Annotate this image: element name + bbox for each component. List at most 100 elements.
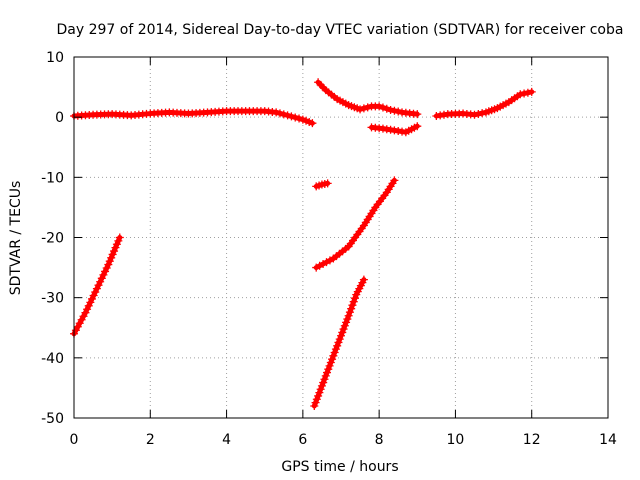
x-tick-label: 12 bbox=[523, 432, 541, 448]
data-point-marker bbox=[348, 301, 357, 310]
data-point-marker bbox=[326, 358, 335, 367]
data-point-marker bbox=[287, 112, 296, 121]
data-point-marker bbox=[84, 301, 93, 310]
data-point-marker bbox=[83, 305, 92, 314]
data-point-marker bbox=[315, 261, 324, 270]
data-point-marker bbox=[312, 263, 321, 272]
data-series bbox=[312, 179, 332, 191]
data-point-marker bbox=[275, 109, 284, 118]
data-point-marker bbox=[319, 259, 328, 268]
data-point-marker bbox=[94, 281, 103, 290]
x-tick-label: 10 bbox=[447, 432, 465, 448]
x-tick-label: 2 bbox=[146, 432, 155, 448]
data-point-marker bbox=[319, 378, 328, 387]
data-point-marker bbox=[344, 311, 353, 320]
data-point-marker bbox=[115, 233, 124, 242]
data-point-marker bbox=[345, 308, 354, 317]
data-point-marker bbox=[75, 319, 84, 328]
data-point-marker bbox=[340, 321, 349, 330]
data-point-marker bbox=[308, 119, 317, 128]
data-markers bbox=[70, 78, 536, 410]
data-point-marker bbox=[77, 315, 86, 324]
data-point-marker bbox=[110, 247, 119, 256]
data-series bbox=[310, 275, 368, 410]
y-tick-label: -40 bbox=[41, 351, 64, 367]
data-point-marker bbox=[92, 284, 101, 293]
data-point-marker bbox=[378, 103, 387, 112]
data-point-marker bbox=[333, 341, 342, 350]
data-point-marker bbox=[101, 267, 110, 276]
data-point-marker bbox=[71, 326, 80, 335]
data-point-marker bbox=[272, 108, 281, 117]
data-point-marker bbox=[291, 113, 300, 122]
data-point-marker bbox=[86, 298, 95, 307]
data-point-marker bbox=[328, 355, 337, 364]
data-point-marker bbox=[73, 322, 82, 331]
data-point-marker bbox=[347, 304, 356, 313]
data-point-marker bbox=[323, 368, 332, 377]
data-point-marker bbox=[321, 371, 330, 380]
data-point-marker bbox=[104, 260, 113, 269]
data-series bbox=[70, 107, 317, 128]
data-series bbox=[70, 233, 124, 338]
data-point-marker bbox=[520, 89, 529, 98]
data-point-marker bbox=[79, 312, 88, 321]
data-point-marker bbox=[413, 122, 422, 131]
data-point-marker bbox=[516, 90, 525, 99]
data-point-marker bbox=[87, 294, 96, 303]
data-point-marker bbox=[107, 253, 116, 262]
data-series bbox=[314, 78, 422, 119]
data-point-marker bbox=[363, 103, 372, 112]
data-point-marker bbox=[81, 308, 90, 317]
data-point-marker bbox=[99, 270, 108, 279]
y-axis-ticks: 10 0 -10 -20 -30 -40 -50 bbox=[41, 50, 608, 427]
data-point-marker bbox=[311, 398, 320, 407]
data-point-marker bbox=[527, 87, 536, 96]
y-tick-label: -50 bbox=[41, 411, 64, 427]
data-point-marker bbox=[314, 391, 323, 400]
data-point-marker bbox=[330, 348, 339, 357]
data-point-marker bbox=[329, 351, 338, 360]
chart-title: Day 297 of 2014, Sidereal Day-to-day VTE… bbox=[57, 22, 624, 38]
data-point-marker bbox=[342, 318, 351, 327]
x-tick-label: 4 bbox=[222, 432, 231, 448]
data-point-marker bbox=[323, 179, 332, 188]
data-point-marker bbox=[331, 345, 340, 354]
data-point-marker bbox=[413, 110, 422, 119]
data-point-marker bbox=[356, 105, 365, 114]
x-axis-label: GPS time / hours bbox=[281, 459, 398, 475]
x-tick-label: 0 bbox=[70, 432, 79, 448]
data-point-marker bbox=[386, 105, 395, 114]
data-point-marker bbox=[279, 110, 288, 119]
y-tick-label: -30 bbox=[41, 291, 64, 307]
data-point-marker bbox=[310, 401, 319, 410]
x-axis-ticks: 0 2 4 6 8 10 12 14 bbox=[70, 57, 617, 448]
data-point-marker bbox=[325, 361, 334, 370]
data-point-marker bbox=[111, 243, 120, 252]
data-point-marker bbox=[359, 104, 368, 113]
data-point-marker bbox=[295, 114, 304, 123]
data-point-marker bbox=[343, 315, 352, 324]
y-axis-label: SDTVAR / TECUs bbox=[8, 181, 24, 296]
data-point-marker bbox=[317, 381, 326, 390]
x-tick-label: 6 bbox=[298, 432, 307, 448]
data-point-marker bbox=[375, 102, 384, 111]
data-point-marker bbox=[315, 388, 324, 397]
data-point-marker bbox=[337, 331, 345, 340]
data-point-marker bbox=[105, 257, 114, 266]
data-point-marker bbox=[102, 264, 111, 273]
x-tick-label: 8 bbox=[375, 432, 384, 448]
data-point-marker bbox=[97, 274, 106, 283]
data-point-marker bbox=[283, 111, 292, 120]
data-point-marker bbox=[359, 275, 368, 284]
data-series bbox=[312, 176, 399, 272]
data-point-marker bbox=[523, 88, 532, 97]
data-point-marker bbox=[339, 325, 348, 334]
data-point-marker bbox=[91, 288, 100, 297]
y-tick-label: 10 bbox=[46, 50, 64, 66]
data-point-marker bbox=[478, 109, 487, 118]
data-point-marker bbox=[390, 176, 399, 185]
data-point-marker bbox=[89, 291, 98, 300]
data-point-marker bbox=[334, 338, 343, 347]
